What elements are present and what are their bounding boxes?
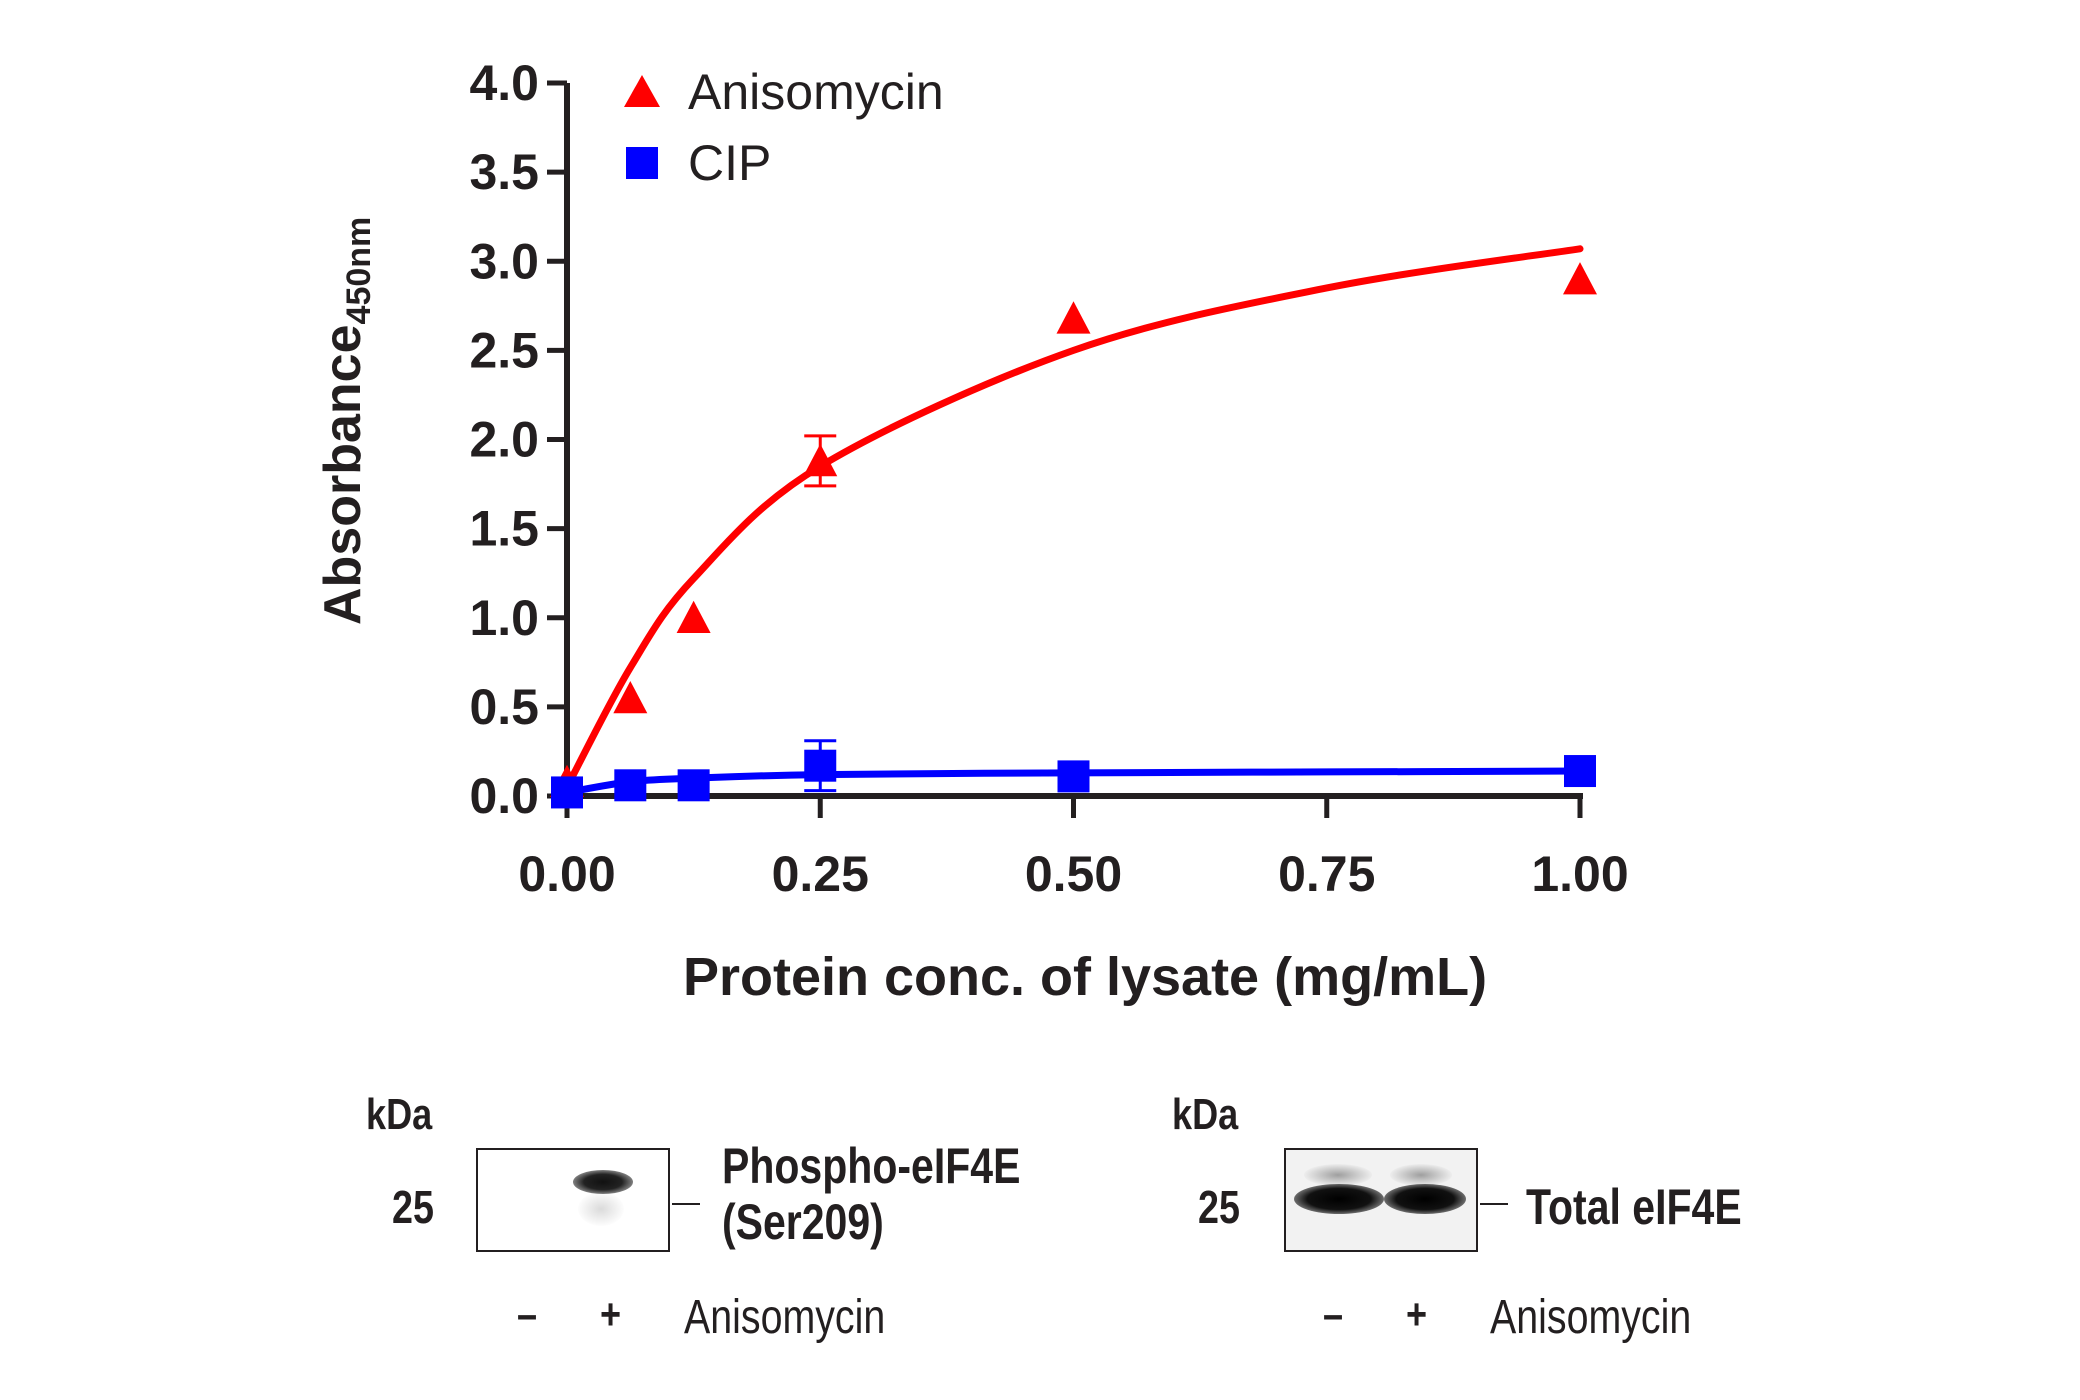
band-plus-lane-tail <box>578 1192 624 1226</box>
x-axis-label: Protein conc. of lysate (mg/mL) <box>683 947 1487 1007</box>
y-tick-label: 0.0 <box>469 768 539 824</box>
x-tick-label: 0.75 <box>1278 846 1375 902</box>
fit-curve-anisomycin <box>563 245 1584 791</box>
treatment-label: Anisomycin <box>684 1291 886 1344</box>
data-point-anisomycin <box>1563 262 1597 295</box>
data-point-cip <box>677 769 710 802</box>
band-plus-lane-upper <box>1390 1164 1452 1186</box>
band-plus-lane <box>1384 1184 1466 1214</box>
band-leader-line <box>672 1203 700 1205</box>
band-minus-lane-upper <box>1304 1164 1372 1186</box>
y-tick-label: 0.5 <box>469 679 539 735</box>
y-tick-label: 3.0 <box>469 233 539 289</box>
x-tick-label: 0.00 <box>518 846 615 902</box>
mw-marker: 25 <box>1198 1181 1240 1233</box>
y-axis-label: Absorbance450nm <box>314 217 378 625</box>
elisa-chart: 0.0 0.5 1.0 1.5 2.0 2.5 3.0 3.5 4.0 0.00 0.25 0.50 0… <box>314 55 1629 1007</box>
data-point-anisomycin <box>613 680 648 714</box>
fit-curve-cip <box>563 767 1584 796</box>
data-point-anisomycin <box>1056 301 1091 334</box>
y-tick-label: 2.5 <box>469 322 539 378</box>
legend-marker-cip <box>626 147 658 179</box>
data-point-anisomycin <box>803 443 838 477</box>
legend-label: CIP <box>688 135 771 191</box>
legend-label: Anisomycin <box>688 64 944 120</box>
mw-marker: 25 <box>392 1181 434 1233</box>
target-name: Total eIF4E <box>1526 1179 1742 1235</box>
x-tick-label: 1.00 <box>1531 846 1628 902</box>
band-plus-lane <box>573 1170 633 1194</box>
kda-label: kDa <box>366 1090 433 1139</box>
blot-image-total <box>1284 1148 1478 1252</box>
data-point-cip <box>1564 755 1596 788</box>
y-tick-label: 4.0 <box>469 55 539 111</box>
data-point-cip <box>551 776 583 809</box>
chart-axes: 0.0 0.5 1.0 1.5 2.0 2.5 3.0 3.5 4.0 0.00 0.25 0.50 0… <box>469 55 1628 902</box>
data-point-cip <box>1057 760 1090 793</box>
lane-plus-label: + <box>1406 1290 1428 1339</box>
band-leader-line <box>1480 1203 1508 1205</box>
data-point-cip <box>804 749 837 782</box>
legend: Anisomycin CIP <box>624 64 944 191</box>
kda-label: kDa <box>1172 1090 1239 1139</box>
data-point-anisomycin <box>676 600 711 634</box>
blot-image-phospho <box>476 1148 670 1252</box>
y-tick-label: 2.0 <box>469 412 539 468</box>
x-tick-label: 0.50 <box>1025 846 1122 902</box>
treatment-label: Anisomycin <box>1490 1291 1692 1344</box>
y-tick-label: 1.5 <box>469 501 539 557</box>
lane-plus-label: + <box>600 1290 622 1339</box>
target-name: Phospho-eIF4E (Ser209) <box>722 1138 1021 1250</box>
lane-minus-label: – <box>517 1290 538 1339</box>
fit-curves <box>563 245 1584 796</box>
y-tick-label: 1.0 <box>469 590 539 646</box>
x-tick-label: 0.25 <box>772 846 869 902</box>
band-minus-lane <box>1294 1184 1384 1214</box>
data-points <box>550 262 1597 809</box>
data-point-cip <box>614 769 647 802</box>
lane-minus-label: – <box>1323 1290 1344 1339</box>
legend-marker-anisomycin <box>624 75 660 107</box>
y-tick-label: 3.5 <box>469 144 539 200</box>
